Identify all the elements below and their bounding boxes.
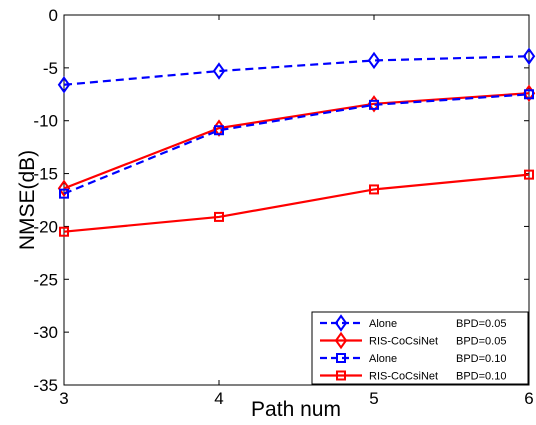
x-axis-label: Path num [251, 398, 341, 421]
y-tick-label: -25 [33, 270, 58, 289]
y-tick-label: -20 [33, 217, 58, 236]
x-tick-label: 4 [214, 389, 223, 408]
y-tick-label: -5 [43, 59, 58, 78]
legend-marker [334, 314, 348, 332]
series-layer [57, 47, 536, 237]
x-tick-label: 5 [369, 389, 378, 408]
series-line [63, 92, 530, 190]
legend-marker [336, 353, 346, 363]
legend-series-name: RIS-CoCsiNet [369, 371, 438, 383]
legend-bpd-label: BPD=0.05 [456, 336, 506, 348]
series-3 [59, 169, 534, 237]
y-tick-label: -30 [33, 323, 58, 342]
x-tick-label: 3 [59, 389, 68, 408]
data-point-marker [59, 226, 69, 237]
legend-entry: Alone BPD=0.05 [320, 314, 506, 332]
data-point-marker [524, 89, 534, 100]
legend-series-name: RIS-CoCsiNet [369, 336, 438, 348]
legend-marker [334, 331, 348, 350]
data-point-marker [212, 62, 226, 80]
data-point-marker [369, 184, 379, 195]
series-line [63, 93, 530, 195]
legend-entry: RIS-CoCsiNet BPD=0.10 [320, 370, 506, 383]
legend-entry: RIS-CoCsiNet BPD=0.05 [320, 331, 506, 350]
legend-series-name: Alone [369, 318, 397, 330]
y-tick-label: -10 [33, 112, 58, 131]
data-point-marker [214, 125, 224, 136]
legend-marker [336, 370, 346, 381]
data-point-marker [524, 169, 534, 180]
y-tick-label: -35 [33, 376, 58, 395]
legend-bpd-label: BPD=0.10 [456, 353, 506, 365]
data-point-marker [369, 99, 379, 110]
x-tick-label: 6 [524, 389, 533, 408]
series-2 [59, 89, 534, 199]
legend-series-name: Alone [369, 353, 397, 365]
data-point-marker [57, 179, 71, 198]
data-point-marker [367, 51, 381, 70]
data-point-marker [59, 188, 69, 199]
legend: Alone BPD=0.05 RIS-CoCsiNet BPD=0.05 Alone BP… [311, 311, 529, 385]
data-point-marker [522, 47, 536, 65]
y-axis-ticks: 0 -5 -10 -15 -20 -25 -30 -35 [33, 6, 529, 395]
data-point-marker [214, 211, 224, 222]
data-point-marker [57, 76, 71, 94]
legend-entry: Alone BPD=0.10 [320, 353, 506, 365]
y-tick-label: 0 [49, 6, 58, 25]
legend-bpd-label: BPD=0.05 [456, 318, 506, 330]
legend-bpd-label: BPD=0.10 [456, 371, 506, 383]
y-tick-label: -15 [33, 165, 58, 184]
series-0 [57, 47, 536, 94]
series-line [63, 173, 530, 233]
y-axis-label: NMSE(dB) [16, 150, 39, 250]
